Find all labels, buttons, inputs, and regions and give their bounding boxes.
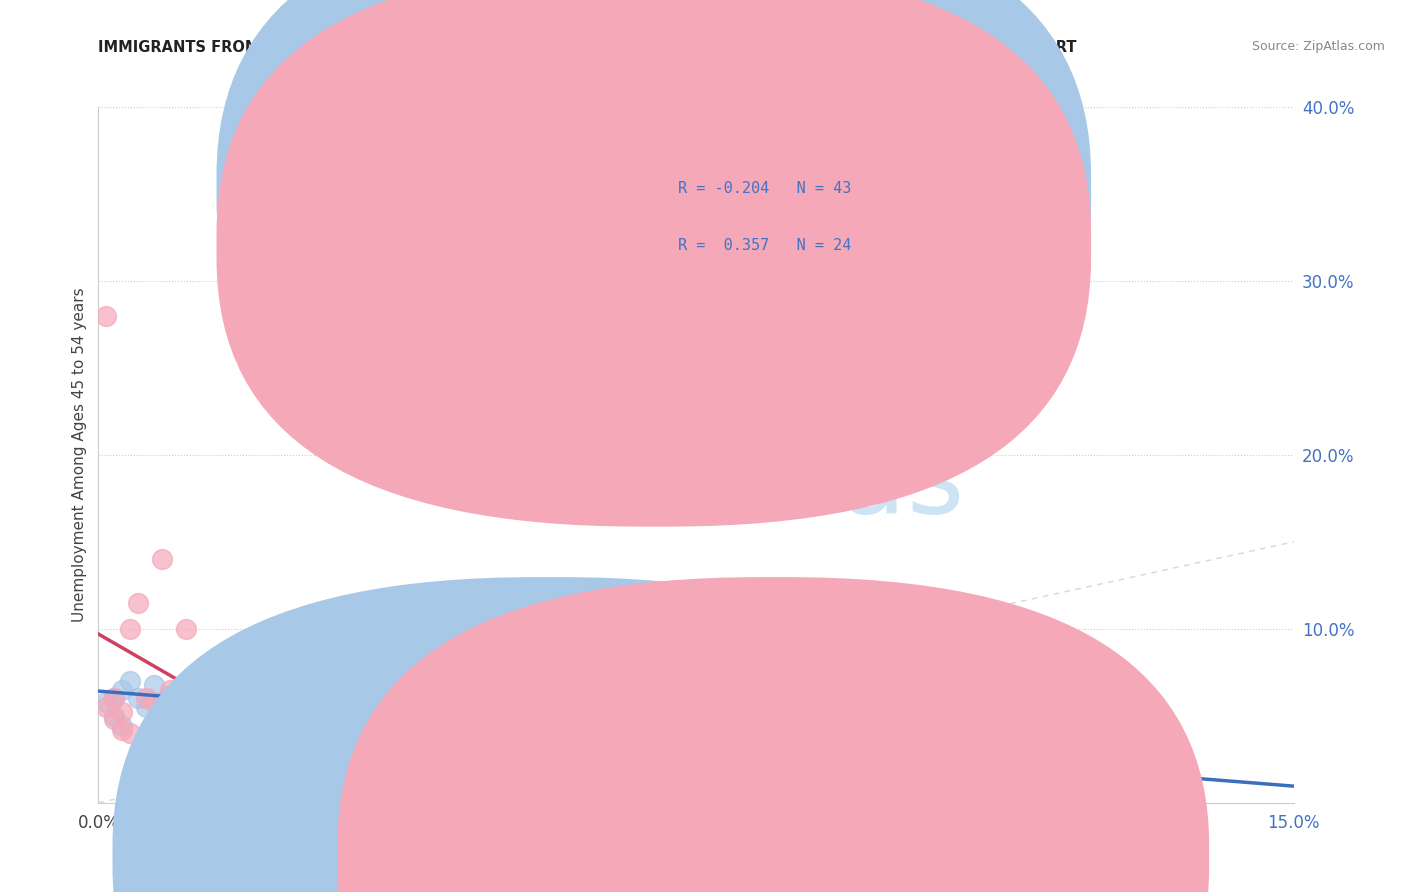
Point [111, 719, 134, 733]
Point [685, 744, 707, 758]
Point [143, 695, 166, 709]
Point [311, 700, 333, 714]
Point [103, 712, 125, 726]
Point [191, 682, 214, 697]
Point [231, 712, 253, 726]
Point [135, 691, 157, 706]
Point [159, 688, 181, 702]
Point [804, 740, 827, 755]
Point [103, 691, 125, 706]
Point [96, 700, 118, 714]
Point [159, 682, 181, 697]
Point [120, 674, 142, 689]
Point [287, 735, 309, 749]
Point [191, 686, 214, 700]
Point [485, 708, 508, 723]
Point [111, 706, 134, 720]
Text: Source: ZipAtlas.com: Source: ZipAtlas.com [1251, 40, 1385, 54]
Point [222, 695, 245, 709]
Point [246, 723, 269, 737]
Point [174, 622, 197, 636]
Point [406, 706, 429, 720]
Point [422, 715, 444, 730]
Point [215, 700, 238, 714]
Point [366, 708, 388, 723]
Point [389, 712, 412, 726]
Point [287, 682, 309, 697]
Point [470, 723, 492, 737]
Point [111, 723, 134, 737]
Point [263, 712, 285, 726]
Point [103, 708, 125, 723]
Point [231, 688, 253, 702]
Point [127, 691, 149, 706]
Text: IMMIGRANTS FROM SUDAN VS NEW ZEALANDER UNEMPLOYMENT AMONG AGES 45 TO 54 YEARS CO: IMMIGRANTS FROM SUDAN VS NEW ZEALANDER U… [98, 40, 1077, 55]
Point [963, 752, 986, 766]
Point [198, 708, 221, 723]
Point [135, 700, 157, 714]
Point [605, 730, 627, 744]
Point [207, 717, 229, 731]
Text: R =  0.357   N = 24: R = 0.357 N = 24 [678, 238, 851, 253]
Point [96, 695, 118, 709]
Point [246, 674, 269, 689]
Point [103, 691, 125, 706]
Y-axis label: Unemployment Among Ages 45 to 54 years: Unemployment Among Ages 45 to 54 years [72, 287, 87, 623]
Point [174, 682, 197, 697]
Point [326, 691, 349, 706]
Text: New Zealanders: New Zealanders [796, 848, 920, 863]
Point [150, 552, 173, 566]
Text: Immigrants from Sudan: Immigrants from Sudan [571, 848, 752, 863]
Point [342, 695, 364, 709]
Point [120, 622, 142, 636]
Point [446, 700, 468, 714]
Point [111, 682, 134, 697]
Point [645, 735, 668, 749]
Point [120, 726, 142, 740]
Point [183, 700, 205, 714]
Point [96, 309, 118, 323]
Text: 0.0%: 0.0% [77, 814, 120, 831]
Point [263, 691, 285, 706]
Point [167, 691, 190, 706]
Point [239, 700, 262, 714]
Point [183, 695, 205, 709]
Text: R = -0.204   N = 43: R = -0.204 N = 43 [678, 180, 851, 195]
Point [565, 726, 588, 740]
Point [724, 747, 747, 761]
Text: 15.0%: 15.0% [1267, 814, 1320, 831]
Point [526, 717, 548, 731]
Text: ZIP: ZIP [492, 429, 696, 536]
Point [215, 677, 238, 691]
Point [198, 700, 221, 714]
Point [884, 744, 907, 758]
Point [127, 596, 149, 610]
Point [167, 691, 190, 706]
Text: atlas: atlas [696, 429, 965, 536]
Point [150, 695, 173, 709]
Point [143, 677, 166, 691]
Point [207, 691, 229, 706]
